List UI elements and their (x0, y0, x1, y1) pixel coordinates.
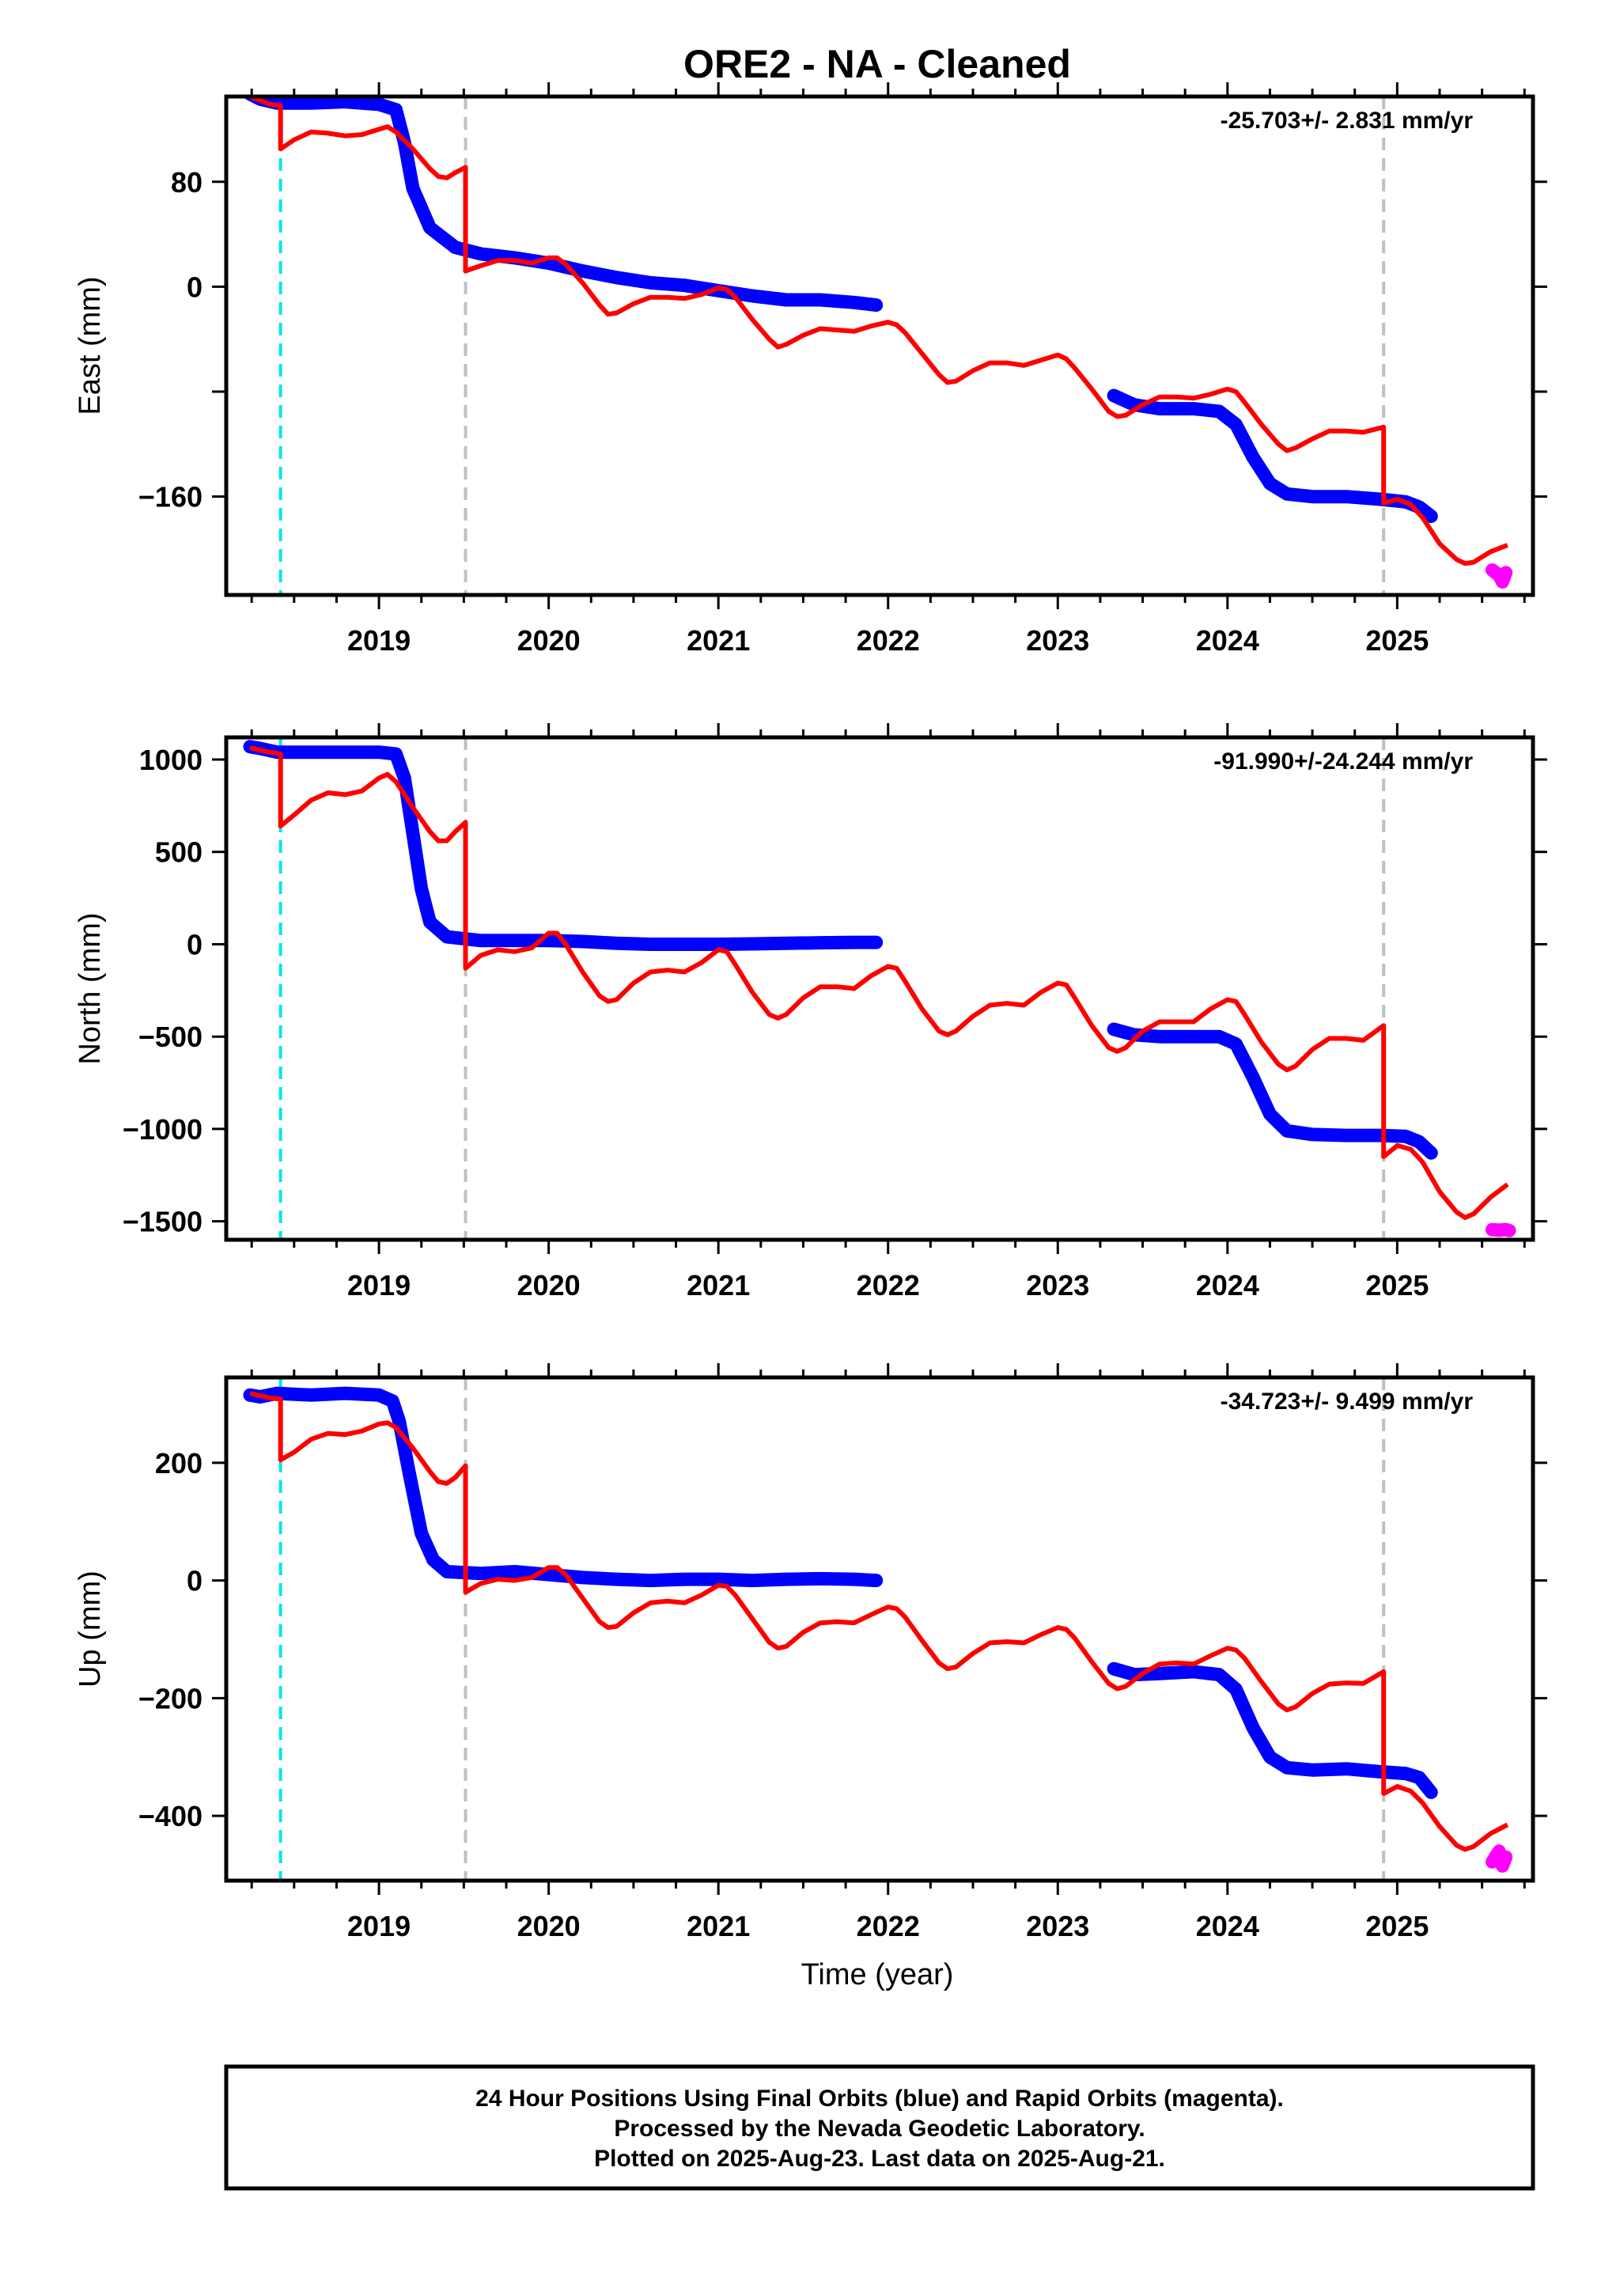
up-x-tick-label: 2024 (1196, 1910, 1259, 1942)
up-x-tick-label: 2019 (347, 1910, 411, 1942)
north-x-tick-label: 2020 (517, 1269, 581, 1301)
up-x-tick-label: 2023 (1026, 1910, 1089, 1942)
east-x-tick-label: 2020 (517, 624, 581, 657)
north-y-tick-label: −1000 (123, 1113, 202, 1146)
north-rapid-series-2 (1486, 1222, 1516, 1237)
north-y-tick-label: −1500 (123, 1206, 202, 1238)
up-x-tick-label: 2022 (857, 1910, 920, 1942)
east-y-tick-label: 80 (171, 166, 202, 199)
east-plot-area (244, 97, 1513, 595)
up-rate-label: -34.723+/- 9.499 mm/yr (1221, 1389, 1474, 1415)
east-final-series-0 (244, 97, 884, 313)
north-x-tick-label: 2021 (687, 1269, 750, 1301)
up-y-tick-label: −400 (138, 1800, 202, 1832)
up-model-series-line (249, 1391, 1509, 1852)
east-x-tick-label: 2021 (687, 624, 750, 657)
footer-box: 24 Hour Positions Using Final Orbits (bl… (224, 2064, 1535, 2191)
up-frame (224, 1375, 1535, 1883)
footer-line-2: Processed by the Nevada Geodetic Laborat… (614, 2116, 1145, 2142)
north-rate-label: -91.990+/-24.244 mm/yr (1213, 748, 1473, 775)
panels: 80 0 −160 2019 2020 2021 2022 2023 2024 2025 East … (74, 82, 1547, 1942)
footer-border (224, 2064, 1535, 2191)
east-y-axis-label: East (mm) (74, 276, 107, 415)
east-x-tick-label: 2019 (347, 624, 411, 657)
east-rate-label: -25.703+/- 2.831 mm/yr (1221, 108, 1474, 134)
east-y-tick-label: 0 (187, 271, 202, 303)
east-x-tick-label: 2025 (1365, 624, 1429, 657)
footer-line-1: 24 Hour Positions Using Final Orbits (bl… (475, 2086, 1284, 2112)
up-plot-area (243, 1377, 1513, 1881)
north-y-tick-label: −500 (138, 1021, 202, 1053)
north-plot-area (243, 737, 1516, 1240)
up-y-tick-label: 200 (155, 1447, 202, 1480)
north-x-tick-label: 2024 (1196, 1269, 1259, 1301)
up-panel: 200 0 −200 −400 2019 2020 2021 2022 2023 2024 2025… (74, 1363, 1547, 1942)
east-model-series-line (248, 97, 1508, 566)
up-y-tick-label: −200 (138, 1682, 202, 1714)
north-x-tick-label: 2023 (1026, 1269, 1089, 1301)
up-y-tick-label: 0 (187, 1565, 202, 1597)
north-model-series-line (249, 744, 1509, 1220)
north-y-tick-label: 1000 (139, 744, 202, 776)
north-y-tick-label: 0 (187, 928, 202, 960)
up-x-tick-label: 2021 (687, 1910, 750, 1942)
north-final-series-0 (243, 740, 884, 951)
east-frame (224, 94, 1535, 597)
east-rapid-series-2 (1486, 563, 1513, 589)
up-y-axis-label: Up (mm) (74, 1570, 107, 1688)
up-x-tick-label: 2020 (517, 1910, 581, 1942)
east-panel: 80 0 −160 2019 2020 2021 2022 2023 2024 2025 East … (74, 82, 1547, 657)
north-x-tick-label: 2022 (857, 1269, 920, 1301)
x-axis-label: Time (year) (801, 1958, 954, 1991)
north-panel: 1000 500 0 −500 −1000 −1500 2019 2020 2021 2022 20… (74, 723, 1547, 1301)
east-x-tick-label: 2024 (1196, 624, 1259, 657)
north-x-tick-label: 2019 (347, 1269, 411, 1301)
east-x-tick-label: 2022 (857, 624, 920, 657)
north-frame (224, 735, 1535, 1242)
north-final-series-1 (1107, 1022, 1438, 1160)
footer-line-3: Plotted on 2025-Aug-23. Last data on 202… (594, 2146, 1165, 2172)
north-x-tick-label: 2025 (1365, 1269, 1429, 1301)
north-y-tick-label: 500 (155, 836, 202, 869)
east-y-tick-label: −160 (138, 481, 202, 513)
up-final-series-1 (1107, 1661, 1438, 1799)
east-x-tick-label: 2023 (1026, 624, 1089, 657)
chart-title: ORE2 - NA - Cleaned (683, 42, 1071, 86)
north-y-axis-label: North (mm) (74, 912, 107, 1064)
up-x-tick-label: 2025 (1365, 1910, 1429, 1942)
up-final-series-0 (243, 1386, 884, 1588)
up-rapid-series-2 (1486, 1844, 1513, 1873)
